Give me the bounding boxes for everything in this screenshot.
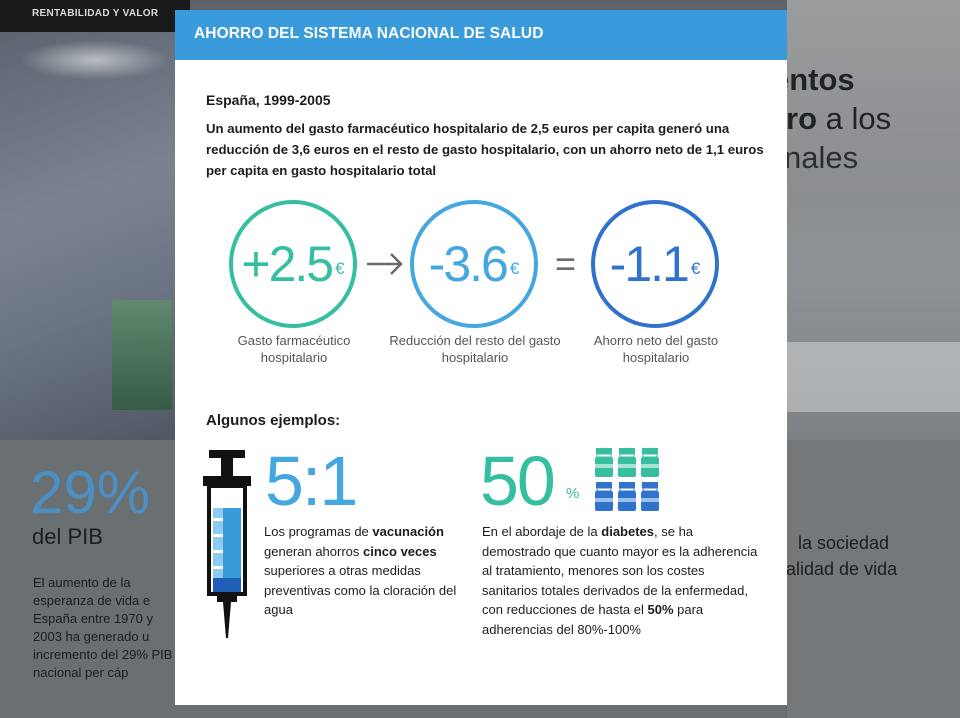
example1-text-part2: generan ahorros bbox=[264, 543, 364, 559]
example1-text: Los programas de vacunación generan ahor… bbox=[264, 522, 464, 620]
circle-net-saving: -1.1 € bbox=[591, 200, 719, 328]
example2-text-bold2: 50% bbox=[647, 602, 674, 617]
example2-text-part1: En el abordaje de la bbox=[482, 524, 602, 539]
circle-net-saving-label: Ahorro neto del gasto hospitalario bbox=[593, 333, 719, 365]
left-paragraph: El aumento de la esperanza de vida e Esp… bbox=[33, 575, 173, 680]
equals-sign: = bbox=[555, 243, 577, 284]
card-header bbox=[175, 10, 787, 60]
example1-text-part3: superiores a otras medidas preventivas c… bbox=[264, 563, 457, 617]
example1-ratio: 5:1 bbox=[265, 442, 358, 520]
example2-text-bold1: diabetes bbox=[601, 524, 655, 539]
circle-net-saving-currency: € bbox=[690, 259, 701, 278]
card-title: AHORRO DEL SISTEMA NACIONAL DE SALUD bbox=[194, 25, 544, 42]
circle-hospital-reduction-label: Reducción del resto del gasto hospitalar… bbox=[389, 333, 561, 365]
big-stat: 29% bbox=[30, 459, 151, 526]
section-tag: RENTABILIDAD Y VALOR bbox=[0, 0, 190, 32]
example2-text-part2: , se ha demostrado que cuanto mayor es l… bbox=[482, 524, 758, 617]
syringe-icon bbox=[203, 450, 251, 638]
example2-text-part3: para adherencias del 80%-100% bbox=[482, 602, 704, 637]
circle-hospital-reduction-value: -3.6 bbox=[428, 236, 509, 292]
background-heading-line3: nales bbox=[784, 140, 859, 175]
background-heading-line2-bold: ro bbox=[786, 101, 817, 136]
circle-pharma-spend-value: +2.5 bbox=[241, 236, 334, 292]
example2-unit: % bbox=[566, 485, 580, 502]
examples-heading: Algunos ejemplos: bbox=[206, 412, 341, 429]
circle-hospital-reduction: -3.6 € bbox=[410, 200, 538, 328]
example2-text: En el abordaje de la diabetes, se ha dem… bbox=[482, 522, 762, 639]
right-statement-line2: alidad de vida bbox=[786, 559, 898, 579]
corridor-right-wall bbox=[787, 0, 960, 440]
circle-pharma-spend-currency: € bbox=[335, 259, 345, 278]
corridor-right-stripe bbox=[787, 342, 960, 412]
arrow-right-icon bbox=[367, 253, 403, 275]
infographic-card: AHORRO DEL SISTEMA NACIONAL DE SALUD Esp… bbox=[175, 10, 787, 705]
circle-pharma-spend: +2.5 € bbox=[229, 200, 357, 328]
corridor-green-door bbox=[112, 300, 172, 410]
circle-net-saving-value: -1.1 bbox=[609, 236, 690, 292]
big-stat-subtitle: del PIB bbox=[32, 524, 103, 549]
background-heading-line2: ro a los bbox=[700, 99, 960, 138]
right-statement: la sociedad alidad de vida bbox=[760, 530, 960, 582]
period-heading: España, 1999-2005 bbox=[206, 92, 331, 108]
vials-icon bbox=[595, 448, 659, 511]
bottom-right-band bbox=[787, 440, 960, 718]
circle-pharma-spend-label: Gasto farmacéutico hospitalario bbox=[237, 333, 351, 365]
ceiling-light bbox=[20, 40, 170, 80]
example1-text-bold2: cinco veces bbox=[363, 543, 437, 559]
circle-hospital-reduction-currency: € bbox=[509, 259, 520, 278]
right-statement-line1: la sociedad bbox=[798, 533, 890, 553]
example1-text-part1: Los programas de bbox=[264, 524, 373, 539]
background-heading-line2-rest: a los bbox=[817, 101, 892, 136]
intro-text: Un aumento del gasto farmacéutico hospit… bbox=[206, 121, 764, 178]
example2-value: 50 bbox=[480, 442, 556, 520]
example1-text-bold1: vacunación bbox=[372, 524, 444, 539]
